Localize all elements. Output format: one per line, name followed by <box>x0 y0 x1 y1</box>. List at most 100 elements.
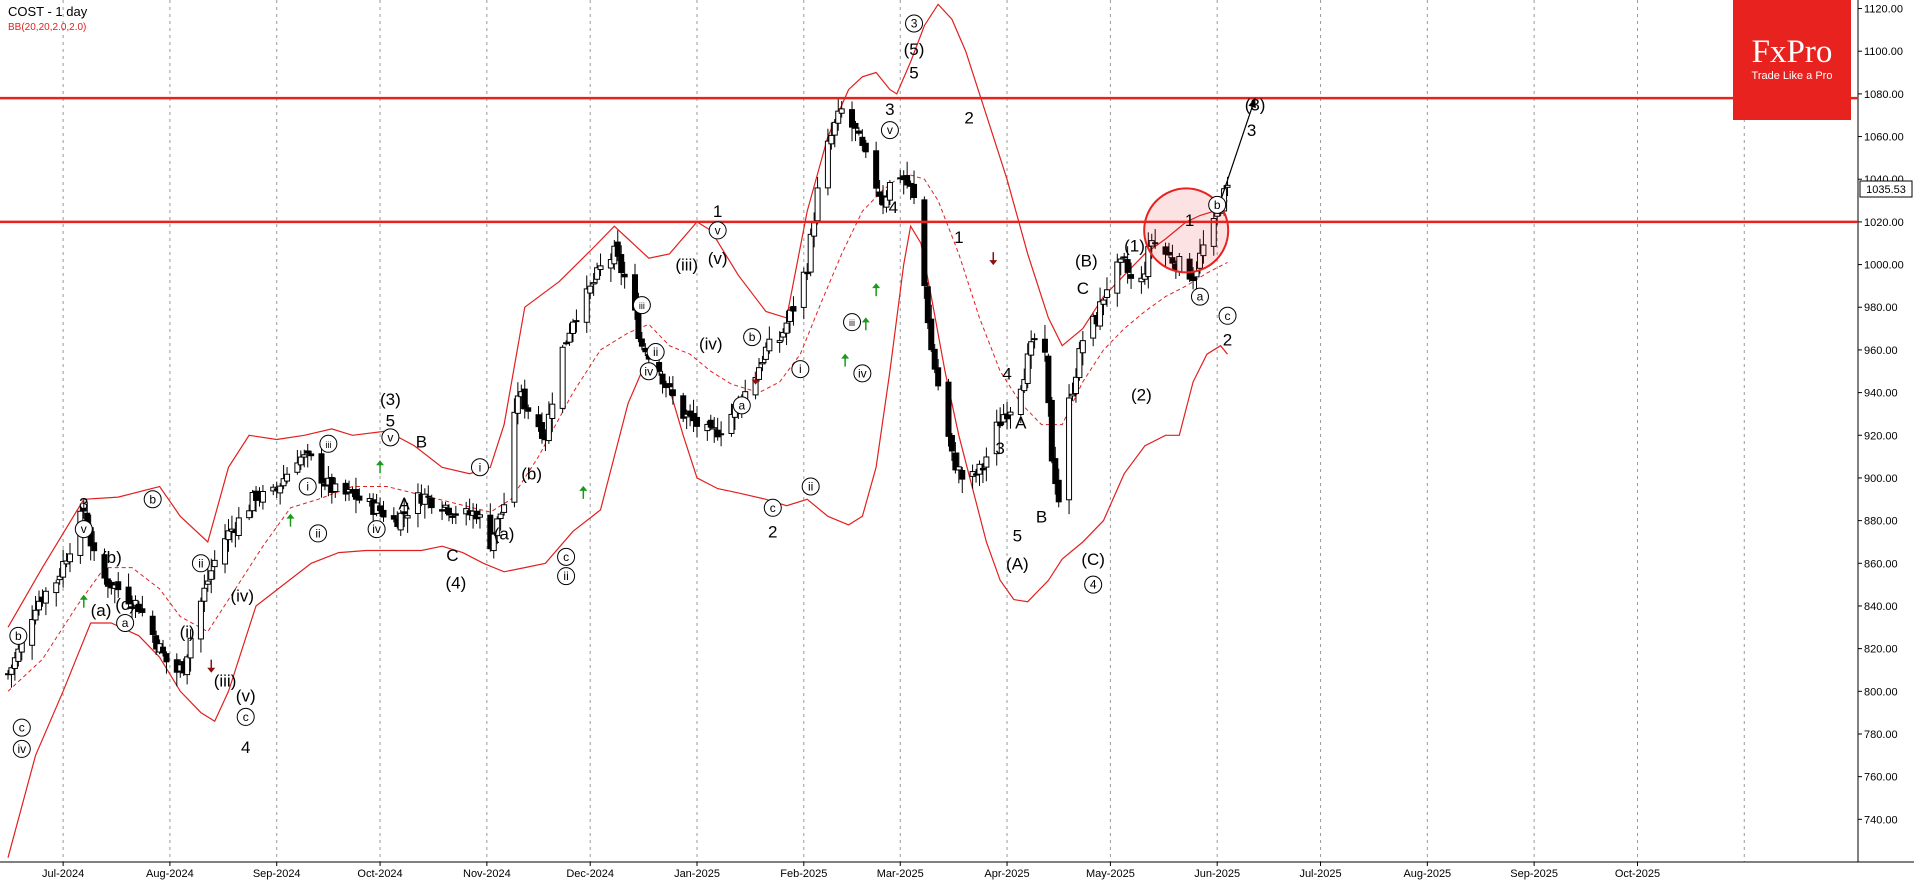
candle-body-up <box>1079 340 1086 354</box>
candle <box>497 511 504 531</box>
wave-label: v <box>74 520 93 539</box>
candle-body-up <box>1152 242 1159 245</box>
candle <box>1145 232 1152 289</box>
wave-label-text: (c) <box>115 595 135 614</box>
candle-body-down <box>849 109 856 128</box>
signal-up-arrow <box>872 283 881 297</box>
time-tick-label: Oct-2025 <box>1615 868 1660 880</box>
candle <box>666 376 673 396</box>
candle <box>935 359 942 391</box>
candle <box>125 573 132 610</box>
wave-label-circle <box>74 520 93 539</box>
wave-label: ii <box>191 554 210 573</box>
candle <box>304 443 311 468</box>
candle <box>160 639 167 657</box>
candle <box>1124 246 1131 284</box>
candle <box>549 392 556 432</box>
candle-body-up <box>494 518 501 537</box>
candle-body-up <box>249 492 256 512</box>
wave-label: C <box>446 546 458 565</box>
candle-body-down <box>979 467 986 471</box>
candle <box>1117 256 1124 276</box>
candle-body-down <box>308 453 315 457</box>
candle-body-up <box>1196 252 1203 269</box>
candle-body-up <box>32 609 39 621</box>
candle <box>831 118 838 148</box>
wave-label: c <box>236 707 255 726</box>
wave-labels: 3vbciv(a)(b)(c)abii(i)(iv)(iii)(v)c4iiii… <box>9 14 1265 758</box>
candle-body-down <box>924 286 931 324</box>
wave-label-circle <box>116 614 135 633</box>
candle-body-up <box>211 559 218 568</box>
candle <box>1066 384 1073 515</box>
candle-body-up <box>56 575 63 581</box>
wave-label: c <box>1218 306 1237 325</box>
arrow-head <box>579 485 588 491</box>
candle-body-up <box>404 515 411 519</box>
candle-body-down <box>1045 355 1052 404</box>
candle <box>904 161 911 189</box>
last-price-label: 1035.53 <box>1866 184 1906 196</box>
candle <box>1162 242 1169 267</box>
candle-body-up <box>787 309 794 322</box>
projection-arrowhead <box>1248 98 1256 109</box>
candle <box>377 497 384 517</box>
wave-label-text: ii <box>315 526 320 540</box>
candle-body-down <box>129 606 136 609</box>
wave-label: (iv) <box>230 586 254 605</box>
candle-body-down <box>621 273 628 278</box>
wave-label-text: c <box>563 550 569 564</box>
wave-label: (c) <box>115 595 135 614</box>
candle <box>29 605 36 660</box>
candle-body-down <box>163 653 170 663</box>
candle-body-up <box>332 483 339 492</box>
candle-body-up <box>497 513 504 519</box>
wave-label-text: 5 <box>909 64 918 83</box>
candle <box>538 412 545 444</box>
candle-body-down <box>538 422 545 439</box>
candle-body-up <box>804 272 811 275</box>
wave-label-text: 3 <box>911 16 918 30</box>
candle <box>1128 262 1135 289</box>
wave-label: ii <box>557 567 576 586</box>
candle-body-up <box>1069 393 1076 397</box>
candle <box>1048 396 1055 464</box>
candle-body-up <box>294 462 301 473</box>
candle-body-up <box>766 338 773 352</box>
wave-label-circle <box>470 458 489 477</box>
candle-body-down <box>318 453 325 484</box>
wave-label-text: 3 <box>1247 121 1256 140</box>
wave-label: (v) <box>236 687 256 706</box>
wave-label: b <box>743 328 762 347</box>
candle <box>855 127 862 136</box>
candle <box>1069 382 1076 401</box>
candle <box>959 467 966 494</box>
candle-body-down <box>935 367 942 387</box>
candle <box>921 196 928 299</box>
candle <box>442 501 449 514</box>
candle <box>997 407 1004 428</box>
candle-body-down <box>931 348 938 370</box>
time-tick-label: May-2025 <box>1086 868 1135 880</box>
wave-label-text: (A) <box>1006 554 1029 573</box>
candle-body-up <box>397 512 404 531</box>
candle <box>129 595 136 620</box>
wave-label-text: iv <box>17 742 26 756</box>
wave-label-text: a <box>122 616 129 630</box>
arrow-head <box>872 283 881 289</box>
wave-label-text: 3 <box>885 100 894 119</box>
wave-label-text: i <box>479 460 482 474</box>
wave-label-text: 4 <box>1090 578 1097 592</box>
candle <box>1165 242 1172 258</box>
candle <box>1017 385 1024 424</box>
price-tick-label: 1060.00 <box>1864 132 1904 144</box>
candle <box>11 652 18 681</box>
candle <box>707 414 714 430</box>
candle <box>490 531 497 559</box>
candle-body-up <box>11 657 18 670</box>
price-tick-label: 800.00 <box>1864 686 1898 698</box>
wave-label: 5 <box>386 411 395 430</box>
candle <box>756 357 763 382</box>
wave-label-text: 5 <box>386 411 395 430</box>
